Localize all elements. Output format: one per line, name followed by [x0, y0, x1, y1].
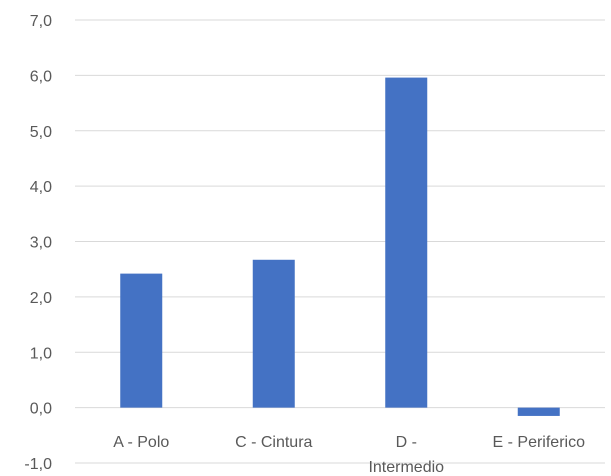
y-tick-label: 2,0: [30, 290, 52, 307]
y-tick-label: 5,0: [30, 124, 52, 141]
bar: [517, 407, 560, 416]
bar: [252, 259, 295, 408]
x-tick-label-line: A - Polo: [113, 434, 169, 451]
y-tick-label: 4,0: [30, 179, 52, 196]
bars: [120, 77, 560, 416]
y-tick-label: 0,0: [30, 401, 52, 418]
x-tick-label-line: E - Periferico: [493, 434, 586, 451]
x-axis-labels: A - Polo C - Cintura D - Intermedio E - Peri…: [113, 434, 585, 476]
x-tick-label: C - Cintura: [235, 434, 312, 451]
bar: [385, 77, 428, 408]
x-tick-label-line: C - Cintura: [235, 434, 312, 451]
y-axis: -1,0 0,0 1,0 2,0 3,0 4,0 5,0 6,0 7,0: [24, 13, 52, 473]
x-tick-label: A - Polo: [113, 434, 169, 451]
y-tick-label: 3,0: [30, 235, 52, 252]
x-tick-label: D - Intermedio: [368, 434, 444, 476]
x-tick-label-line: Intermedio: [368, 459, 444, 476]
y-tick-label: 1,0: [30, 345, 52, 362]
y-tick-label: -1,0: [24, 456, 52, 473]
gridlines: [75, 19, 605, 464]
y-tick-label: 6,0: [30, 68, 52, 85]
x-tick-label: E - Periferico: [493, 434, 586, 451]
bar: [120, 273, 163, 408]
x-tick-label-line: D -: [396, 434, 417, 451]
y-tick-label: 7,0: [30, 13, 52, 30]
